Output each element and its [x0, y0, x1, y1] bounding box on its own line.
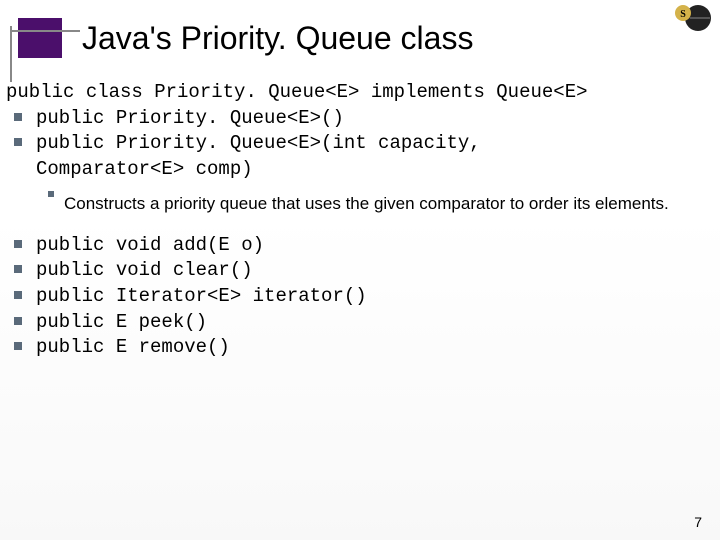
method-list: public void add(E o) public void clear()… — [6, 233, 710, 361]
method-text: public E remove() — [36, 335, 230, 361]
bullet-small-icon — [48, 191, 54, 197]
svg-text:S: S — [680, 9, 686, 20]
bullet-icon — [14, 291, 22, 299]
constructor-note: Constructs a priority queue that uses th… — [6, 183, 710, 229]
page-number: 7 — [694, 514, 702, 530]
title-decor-box — [18, 18, 62, 58]
list-item: public void clear() — [6, 258, 710, 284]
bullet-icon — [14, 240, 22, 248]
slide-body: public class Priority. Queue<E> implemen… — [0, 66, 720, 361]
bullet-icon — [14, 265, 22, 273]
bullet-icon — [14, 138, 22, 146]
constructor-2: public Priority. Queue<E>(int capacity, — [6, 131, 710, 157]
method-text: public void add(E o) — [36, 233, 264, 259]
bullet-icon — [14, 342, 22, 350]
list-item: public E peek() — [6, 310, 710, 336]
class-declaration: public class Priority. Queue<E> implemen… — [6, 80, 710, 106]
constructor-1: public Priority. Queue<E>() — [6, 106, 710, 132]
method-text: public void clear() — [36, 258, 253, 284]
bullet-icon — [14, 317, 22, 325]
constructor-2-cont: Comparator<E> comp) — [6, 157, 710, 183]
list-item: public E remove() — [6, 335, 710, 361]
constructor-1-text: public Priority. Queue<E>() — [36, 106, 344, 132]
list-item: public Iterator<E> iterator() — [6, 284, 710, 310]
slide-title: Java's Priority. Queue class — [82, 20, 473, 57]
constructor-2-cont-text: Comparator<E> comp) — [36, 157, 253, 183]
list-item: public void add(E o) — [6, 233, 710, 259]
slide-header: Java's Priority. Queue class S — [0, 0, 720, 66]
constructor-note-text: Constructs a priority queue that uses th… — [64, 193, 669, 215]
logo-icon: S — [668, 4, 712, 34]
method-text: public Iterator<E> iterator() — [36, 284, 367, 310]
constructor-2-text: public Priority. Queue<E>(int capacity, — [36, 131, 481, 157]
bullet-icon — [14, 113, 22, 121]
method-text: public E peek() — [36, 310, 207, 336]
